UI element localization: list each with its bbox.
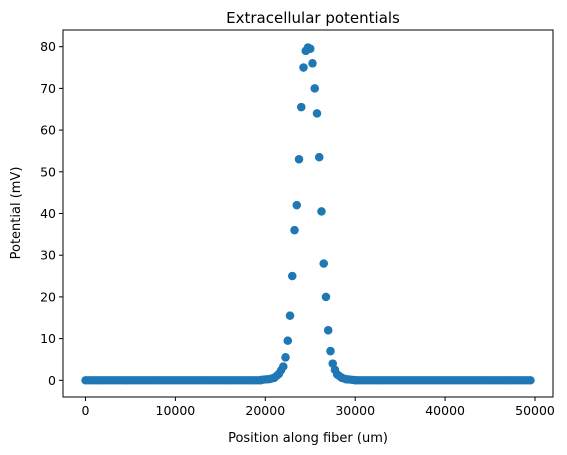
y-axis-label: Potential (mV) [9, 167, 24, 260]
data-point [324, 326, 333, 335]
y-tick-label: 60 [40, 123, 56, 138]
data-point [283, 336, 292, 345]
y-tick-label: 40 [40, 206, 56, 221]
data-point [256, 375, 265, 385]
x-tick-label: 10000 [156, 403, 196, 418]
x-tick-label: 50000 [515, 403, 555, 418]
data-point [315, 153, 324, 162]
y-tick-label: 0 [48, 373, 56, 388]
data-point [294, 155, 304, 164]
data-point [290, 225, 299, 235]
data-point [351, 375, 360, 385]
x-tick-label: 0 [82, 403, 90, 418]
data-point [306, 44, 315, 53]
chart-title: Extracellular potentials [226, 9, 400, 27]
data-point [299, 63, 308, 72]
data-point [308, 59, 317, 68]
y-tick-label: 50 [40, 164, 56, 179]
y-tick-label: 70 [40, 81, 56, 96]
data-point [310, 84, 319, 93]
data-points [81, 43, 535, 385]
x-tick-label: 30000 [335, 403, 375, 418]
data-point [321, 292, 331, 302]
x-tick-label: 40000 [425, 403, 465, 418]
x-axis-ticks: 0 10000 20000 30000 40000 50000 [82, 397, 555, 418]
y-axis-ticks: 0 10 20 30 40 50 60 70 80 [40, 39, 63, 388]
data-point [292, 200, 301, 210]
data-point [326, 346, 335, 356]
y-tick-label: 20 [40, 289, 56, 304]
data-point [288, 271, 297, 281]
data-point [274, 369, 283, 379]
data-point [342, 375, 351, 384]
plot-frame [62, 29, 554, 398]
x-axis-label: Position along fiber (um) [228, 431, 388, 446]
data-point [281, 353, 290, 362]
y-tick-label: 10 [40, 331, 56, 346]
y-tick-label: 30 [40, 248, 56, 263]
x-tick-label: 20000 [245, 403, 285, 418]
y-tick-label: 80 [40, 39, 56, 54]
data-point [297, 102, 306, 112]
data-point [317, 207, 326, 216]
data-point [526, 376, 535, 385]
plot-area [63, 30, 553, 397]
data-point [279, 362, 288, 371]
data-point [319, 259, 328, 268]
data-point [285, 311, 295, 320]
data-point [312, 109, 322, 118]
